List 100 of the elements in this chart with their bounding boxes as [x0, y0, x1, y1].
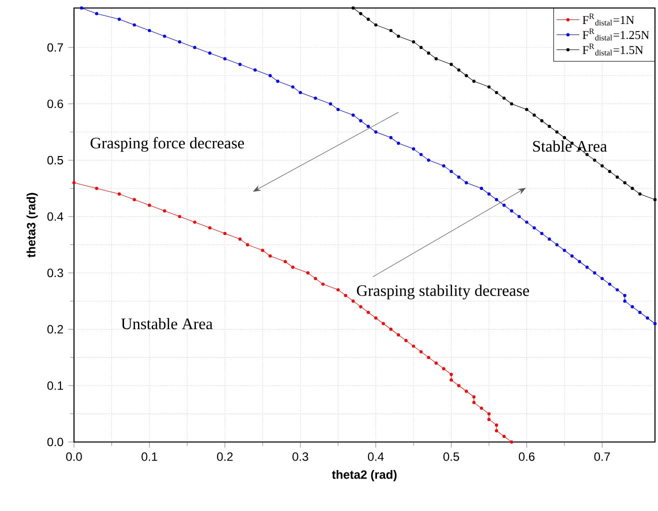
point [487, 418, 491, 422]
x-tick-label: 0.1 [142, 452, 158, 461]
y-tick-label: 0.2 [47, 325, 63, 334]
point [593, 271, 596, 275]
point [623, 294, 626, 298]
point [132, 198, 136, 202]
point [118, 18, 121, 21]
point [382, 322, 385, 326]
point [238, 62, 242, 66]
y-tick-label: 0.4 [47, 212, 64, 221]
point [464, 74, 468, 78]
point [321, 282, 325, 286]
point [494, 429, 498, 432]
point [366, 124, 370, 128]
point [630, 305, 634, 308]
point [562, 136, 566, 140]
point [464, 181, 468, 184]
point [480, 406, 484, 410]
x-tick-label: 0.7 [594, 452, 610, 461]
point [298, 90, 302, 94]
point [487, 412, 491, 416]
point [366, 310, 370, 314]
point [314, 276, 318, 280]
y-tick-label: 0.7 [47, 43, 63, 52]
annotation: Stable Area [533, 140, 607, 152]
y-tick-label: 0.6 [47, 100, 64, 108]
point [246, 243, 250, 246]
point [366, 18, 370, 21]
annotation: Unstable Area [121, 318, 213, 330]
point [510, 209, 514, 213]
point [306, 271, 310, 275]
y-tick-label: 0.5 [47, 156, 64, 164]
point [419, 46, 423, 50]
point [638, 310, 642, 314]
point [268, 74, 272, 78]
point [494, 423, 498, 427]
point [95, 12, 98, 16]
point [555, 130, 558, 134]
point [480, 186, 484, 190]
point [162, 209, 166, 213]
point [450, 62, 453, 66]
point [284, 260, 287, 264]
point [457, 384, 460, 388]
point [427, 51, 430, 55]
x-tick-label: 0.4 [368, 452, 384, 461]
y-tick-label: 0.1 [47, 381, 64, 390]
legend-label: F$^{R}$$_{distal}$=1N [582, 14, 634, 26]
point [510, 102, 514, 106]
point [427, 158, 430, 162]
point [291, 85, 294, 89]
point [434, 57, 438, 60]
point [487, 85, 491, 89]
point [600, 276, 604, 280]
point [396, 333, 400, 337]
point [608, 282, 612, 286]
y-axis-title: theta3 (rad) [26, 192, 38, 258]
point [223, 232, 227, 236]
point [653, 322, 657, 326]
point [314, 96, 318, 100]
point [562, 248, 566, 252]
point [616, 288, 619, 292]
point [336, 108, 340, 112]
point [95, 186, 98, 190]
point [72, 181, 76, 184]
point [532, 113, 536, 117]
point [450, 378, 453, 382]
point [261, 248, 264, 252]
point [178, 40, 182, 44]
point [442, 164, 446, 168]
annotation: Grasping stability decrease [356, 284, 530, 300]
point [344, 294, 348, 298]
point [389, 328, 393, 331]
point [502, 204, 506, 207]
point [352, 113, 355, 117]
point [570, 254, 574, 258]
point [646, 316, 650, 320]
point [412, 344, 416, 348]
point [148, 204, 152, 207]
point [608, 170, 612, 174]
point [457, 175, 460, 179]
point [389, 136, 393, 140]
point [404, 338, 408, 342]
point [623, 181, 626, 184]
point [193, 220, 196, 224]
point [548, 237, 551, 241]
point [638, 192, 642, 196]
point [419, 350, 423, 354]
point [208, 226, 212, 230]
point [396, 34, 400, 38]
point [328, 102, 332, 106]
point [442, 367, 446, 370]
point [359, 12, 362, 16]
point [374, 23, 378, 27]
point [630, 186, 634, 190]
x-axis-title: theta2 (rad) [332, 470, 397, 482]
point [502, 434, 506, 438]
legend-label: F$^{R}$$_{distal}$=1.25N [582, 28, 650, 40]
point [532, 226, 536, 230]
point [223, 57, 227, 60]
point [80, 6, 84, 10]
